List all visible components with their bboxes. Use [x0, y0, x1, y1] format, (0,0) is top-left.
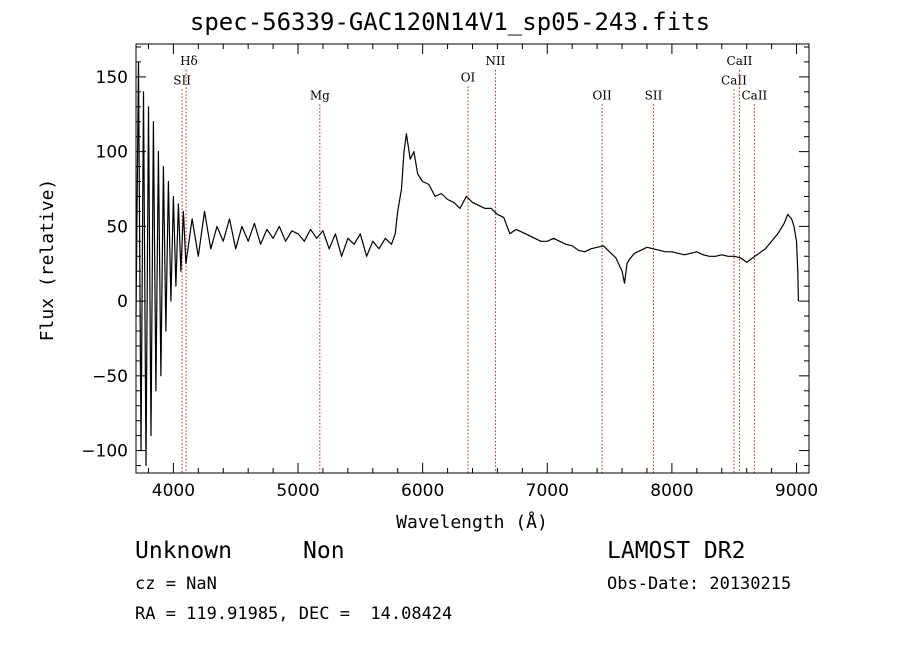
- redshift-readout: cz = NaN: [135, 574, 217, 594]
- x-tick-label: 9000: [775, 481, 818, 501]
- x-tick-label: 6000: [401, 481, 444, 501]
- x-tick-label: 5000: [276, 481, 319, 501]
- x-axis-label: Wavelength (Å): [396, 511, 548, 533]
- x-tick-label: 8000: [650, 481, 693, 501]
- coordinates-readout: RA = 119.91985, DEC = 14.08424: [135, 604, 453, 624]
- y-tick-label: 100: [96, 143, 128, 163]
- y-tick-label: −50: [92, 367, 128, 387]
- object-subclass: Non: [303, 538, 345, 564]
- x-tick-label: 7000: [526, 481, 569, 501]
- line-marker-label: SII: [645, 88, 663, 102]
- y-tick-label: 150: [96, 68, 128, 88]
- y-axis-label: Flux (relative): [37, 179, 58, 342]
- spectrum-flux-line: [135, 61, 799, 467]
- axis-ticks: 4000 5000 6000 7000 8000 9000 −100 −50 0 50 100 150: [81, 44, 818, 501]
- survey-name: LAMOST DR2: [607, 538, 746, 564]
- y-tick-label: −100: [81, 442, 128, 462]
- line-marker-label: CaII: [727, 54, 753, 68]
- line-marker-label: OI: [461, 70, 476, 84]
- chart-title: spec-56339-GAC120N14V1_sp05-243.fits: [189, 8, 711, 36]
- y-tick-label: 50: [106, 217, 128, 237]
- observation-date: Obs-Date: 20130215: [607, 574, 792, 594]
- object-class: Unknown: [135, 538, 232, 564]
- line-marker-label: Hδ: [180, 54, 198, 68]
- line-marker-label: NII: [485, 54, 505, 68]
- line-marker-label: Mg: [310, 88, 330, 102]
- y-tick-label: 0: [117, 292, 128, 312]
- plot-frame: [135, 43, 810, 474]
- line-marker-label: CaII: [741, 88, 767, 102]
- line-marker-label: SII: [173, 73, 191, 87]
- line-marker-label: CaII: [721, 73, 747, 87]
- line-marker-label: OII: [592, 88, 612, 102]
- x-tick-label: 4000: [152, 481, 195, 501]
